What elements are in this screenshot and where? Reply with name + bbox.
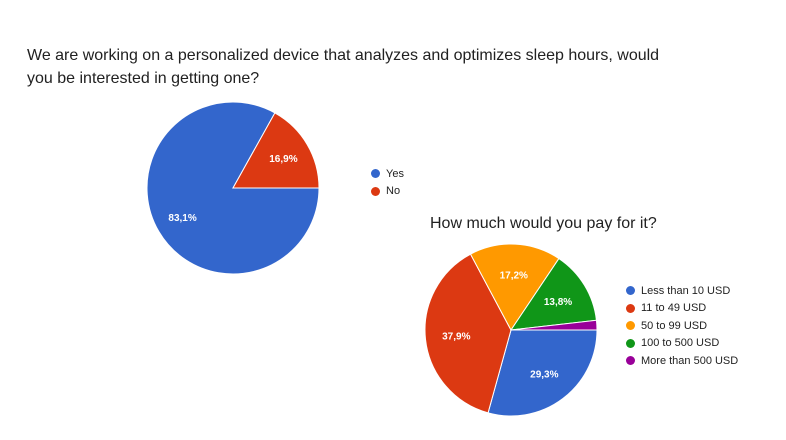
legend-label: 11 to 49 USD bbox=[641, 302, 707, 315]
legend-item-less-than-10-usd[interactable]: Less than 10 USD bbox=[626, 282, 738, 300]
legend-interest: Yes No bbox=[371, 165, 404, 200]
legend-swatch bbox=[626, 321, 635, 331]
legend-swatch bbox=[626, 356, 635, 366]
legend-label: Less than 10 USD bbox=[641, 284, 731, 297]
legend-item-yes[interactable]: Yes bbox=[371, 165, 404, 183]
slice-label-less-than-10-usd: 29,3% bbox=[530, 369, 558, 380]
chart-1-title: We are working on a personalized device … bbox=[27, 47, 660, 87]
legend-swatch bbox=[371, 186, 380, 196]
slice-11-to-49-usd[interactable] bbox=[424, 253, 512, 414]
legend-swatch bbox=[371, 169, 380, 179]
slice-label-yes: 83,1% bbox=[168, 213, 196, 224]
legend-item-11-to-49-usd[interactable]: 11 to 49 USD bbox=[626, 300, 738, 318]
legend-label: Yes bbox=[386, 167, 404, 180]
slice-50-to-99-usd[interactable] bbox=[469, 243, 560, 331]
slice-no[interactable] bbox=[232, 112, 320, 189]
legend-label: More than 500 USD bbox=[641, 354, 739, 367]
legend-swatch bbox=[626, 338, 635, 348]
legend-swatch bbox=[626, 286, 635, 296]
legend-label: 50 to 99 USD bbox=[641, 319, 708, 332]
slice-label-11-to-49-usd: 37,9% bbox=[442, 332, 470, 343]
slice-label-100-to-500-usd: 13,8% bbox=[544, 297, 572, 308]
chart-2-title: How much would you pay for it? bbox=[430, 215, 657, 232]
legend-label: No bbox=[386, 185, 401, 198]
slice-less-than-10-usd[interactable] bbox=[487, 329, 598, 417]
legend-item-no[interactable]: No bbox=[371, 183, 404, 201]
slice-yes[interactable] bbox=[146, 101, 320, 275]
legend-label: 100 to 500 USD bbox=[641, 337, 720, 350]
legend-swatch bbox=[626, 303, 635, 313]
slice-100-to-500-usd[interactable] bbox=[509, 257, 598, 331]
legend-item-100-to-500-usd[interactable]: 100 to 500 USD bbox=[626, 335, 738, 353]
legend-item-more-than-500-usd[interactable]: More than 500 USD bbox=[626, 352, 738, 370]
legend-price: Less than 10 USD 11 to 49 USD 50 to 99 USD… bbox=[626, 282, 738, 370]
slice-label-no: 16,9% bbox=[269, 154, 297, 165]
legend-item-50-to-99-usd[interactable]: 50 to 99 USD bbox=[626, 317, 738, 335]
slice-more-than-500-usd[interactable] bbox=[510, 319, 598, 331]
slice-label-50-to-99-usd: 17,2% bbox=[500, 271, 528, 282]
